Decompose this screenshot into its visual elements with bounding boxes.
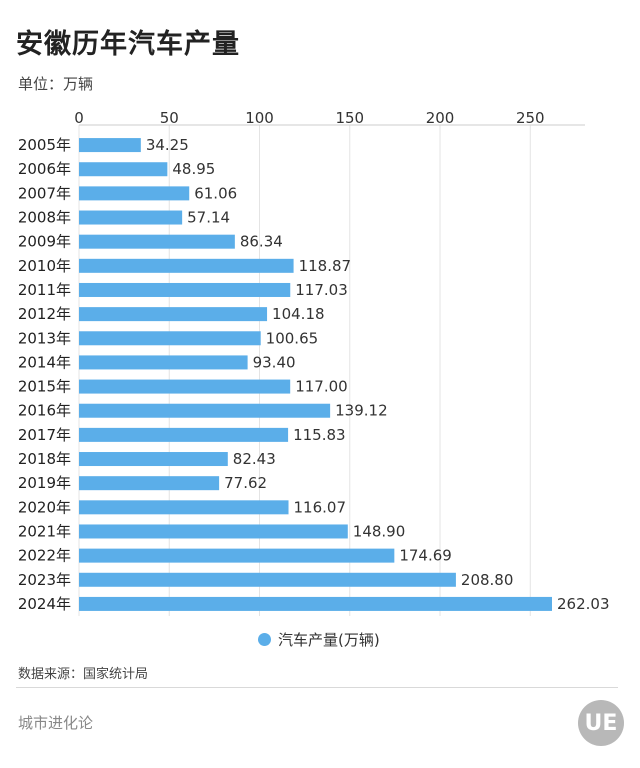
bar [79,307,268,322]
bar [79,596,552,611]
category-label: 2014年 [18,353,71,371]
category-label: 2013年 [18,329,71,347]
category-label: 2023年 [18,571,71,589]
category-label: 2022年 [18,547,71,565]
data-label: 48.95 [172,160,215,178]
data-label: 117.00 [295,378,348,396]
data-label: 118.87 [299,257,352,275]
category-label: 2018年 [18,450,71,468]
bar [79,331,261,346]
category-label: 2009年 [18,233,71,251]
data-label: 34.25 [146,136,189,154]
brand-name: 城市进化论 [18,714,94,732]
chart-title: 安徽历年汽车产量 [16,29,240,60]
legend: 汽车产量(万辆) [258,629,380,650]
bar [79,452,228,467]
brand-logo: UE [578,700,624,746]
data-label: 100.65 [266,329,319,347]
category-label: 2011年 [18,281,71,299]
category-label: 2024年 [18,595,71,613]
bar [79,403,331,418]
bar [79,210,183,225]
data-label: 262.03 [557,595,610,613]
data-label: 139.12 [335,402,388,420]
bar [79,427,289,442]
bar [79,548,395,563]
data-label: 57.14 [187,209,230,227]
category-label: 2017年 [18,426,71,444]
x-tick-label: 200 [426,109,455,127]
bar [79,355,248,370]
bar [79,162,168,177]
data-label: 116.07 [294,498,347,516]
data-label: 117.03 [295,281,348,299]
category-label: 2007年 [18,184,71,202]
category-label: 2015年 [18,378,71,396]
category-label: 2010年 [18,257,71,275]
x-tick-label: 250 [516,109,545,127]
bar [79,500,289,515]
category-label: 2021年 [18,522,71,540]
data-label: 82.43 [233,450,276,468]
data-label: 174.69 [399,547,452,565]
data-label: 93.40 [253,353,296,371]
data-label: 208.80 [461,571,514,589]
bar [79,476,220,491]
data-label: 86.34 [240,233,283,251]
legend-swatch [258,633,271,646]
bar [79,186,190,201]
bar [79,282,291,297]
bar [79,379,291,394]
category-label: 2020年 [18,498,71,516]
data-label: 104.18 [272,305,325,323]
bar-chart: 0 50 100 150 200 250 2005年 34.25 2006年 48.95 2007年… [18,109,610,616]
x-tick-label: 0 [74,109,84,127]
category-label: 2006年 [18,160,71,178]
legend-label: 汽车产量(万辆) [278,631,380,649]
unit-label: 单位：万辆 [18,75,94,93]
bar [79,524,348,539]
x-tick-label: 100 [245,109,274,127]
data-label: 61.06 [194,184,237,202]
bar [79,572,456,587]
bar [79,138,141,153]
category-label: 2019年 [18,474,71,492]
data-label: 77.62 [224,474,267,492]
x-tick-label: 150 [335,109,364,127]
category-label: 2008年 [18,209,71,227]
category-label: 2016年 [18,402,71,420]
category-label: 2005年 [18,136,71,154]
footer-divider [16,687,618,688]
x-tick-label: 50 [160,109,179,127]
bar [79,258,294,273]
data-label: 115.83 [293,426,346,444]
data-source: 数据来源：国家统计局 [18,667,149,682]
data-label: 148.90 [353,522,406,540]
bar [79,234,235,249]
category-label: 2012年 [18,305,71,323]
